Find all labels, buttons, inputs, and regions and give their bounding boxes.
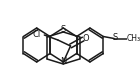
Text: CH₃: CH₃ xyxy=(127,34,140,43)
Text: Cl: Cl xyxy=(32,29,41,39)
Text: O: O xyxy=(83,34,89,42)
Text: N: N xyxy=(60,57,66,65)
Text: S: S xyxy=(112,33,118,42)
Text: S: S xyxy=(61,24,66,34)
